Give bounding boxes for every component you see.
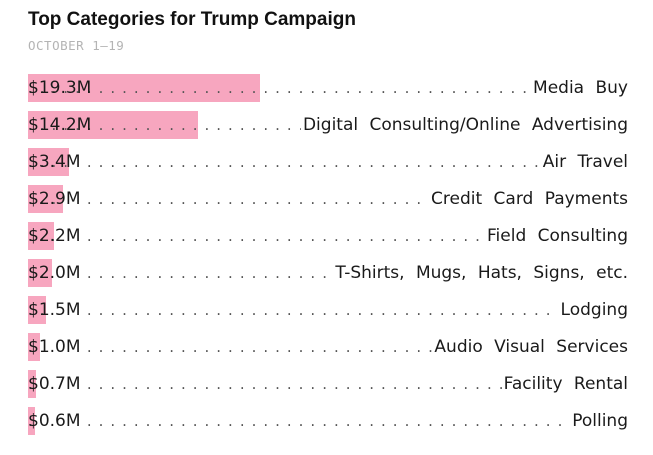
value-label: $1.5M: [28, 298, 83, 322]
value-label: $2.0M: [28, 261, 83, 285]
bar-row: ........................................…: [28, 185, 628, 213]
bar-row: ........................................…: [28, 407, 628, 435]
bar-row: ........................................…: [28, 148, 628, 176]
chart-subtitle: OCTOBER 1–19: [28, 38, 125, 53]
value-label: $2.9M: [28, 187, 83, 211]
chart-title: Top Categories for Trump Campaign: [28, 9, 356, 30]
category-label: Credit Card Payments: [429, 187, 628, 211]
bar-row: ........................................…: [28, 259, 628, 287]
value-label: $0.7M: [28, 372, 83, 396]
category-label: Digital Consulting/Online Advertising: [300, 113, 628, 137]
bar-row: ........................................…: [28, 333, 628, 361]
category-label: Polling: [570, 409, 628, 433]
bar-row: ........................................…: [28, 74, 628, 102]
value-label: $1.0M: [28, 335, 83, 359]
dot-leader: ........................................…: [28, 153, 628, 171]
value-label: $3.4M: [28, 150, 83, 174]
dot-leader: ........................................…: [28, 227, 628, 245]
bar-row: ........................................…: [28, 370, 628, 398]
category-label: Audio Visual Services: [432, 335, 628, 359]
value-label: $19.3M: [28, 78, 92, 98]
category-label: Lodging: [558, 298, 628, 322]
category-label: Air Travel: [540, 150, 628, 174]
bar-row: ........................................…: [28, 222, 628, 250]
category-label: Facility Rental: [501, 372, 628, 396]
category-label: Field Consulting: [485, 224, 628, 248]
bar-row: ........................................…: [28, 111, 628, 139]
dot-leader: ........................................…: [28, 301, 628, 319]
category-label: Media Buy: [531, 76, 628, 100]
bar: [28, 74, 260, 102]
bar: [28, 111, 198, 139]
bar-row: ........................................…: [28, 296, 628, 324]
category-label: T-Shirts, Mugs, Hats, Signs, etc.: [333, 261, 628, 285]
value-label: $2.2M: [28, 224, 83, 248]
dot-leader: ........................................…: [28, 375, 628, 393]
value-label: $0.6M: [28, 409, 83, 433]
dot-leader: ........................................…: [28, 79, 628, 97]
dot-leader: ........................................…: [28, 412, 628, 430]
value-label: $14.2M: [28, 115, 92, 135]
